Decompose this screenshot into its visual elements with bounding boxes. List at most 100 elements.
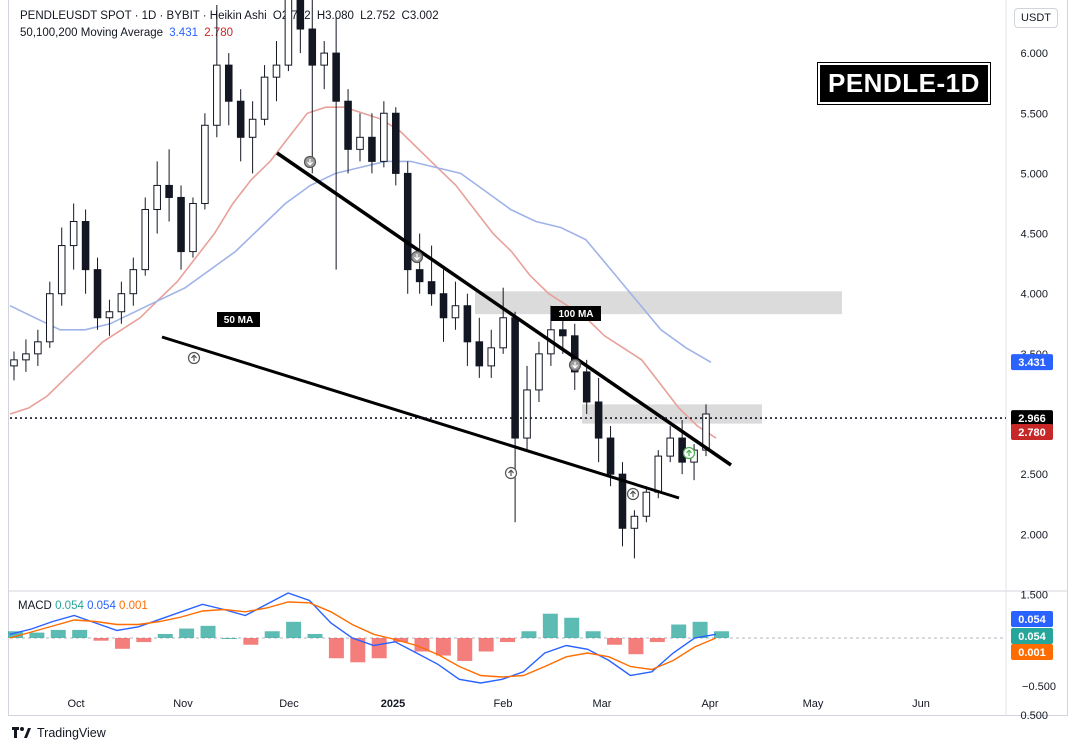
time-tick-label: Oct — [67, 698, 84, 710]
time-tick-label: Feb — [494, 698, 513, 710]
candle-body — [666, 437, 674, 457]
macd-hist-bar — [50, 629, 66, 638]
currency-button[interactable]: USDT — [1014, 8, 1058, 28]
candle-body — [224, 64, 233, 102]
macd-label-box — [1011, 644, 1053, 660]
macd-hist-bar — [692, 621, 708, 638]
macd-label: MACD — [18, 600, 52, 612]
macd-hist-bar — [542, 613, 558, 638]
symbol-info: PENDLEUSDT SPOT · 1D · BYBIT · Heikin As… — [20, 10, 267, 22]
price-label-text: 2.966 — [1018, 413, 1046, 425]
candle-body — [392, 112, 400, 174]
macd-hist-bar — [72, 629, 88, 638]
candle-body — [535, 353, 543, 391]
time-tick-label: Dec — [279, 698, 299, 710]
candle-body — [630, 515, 639, 529]
macd-hist-bar — [221, 638, 237, 639]
candle-body — [403, 172, 412, 271]
macd-hist-bar — [585, 631, 601, 638]
time-tick-label: May — [803, 698, 824, 710]
macd-hist-bar — [307, 633, 323, 638]
price-tick-label: 4.000 — [1020, 289, 1048, 301]
macd-hist-bar — [414, 638, 430, 652]
touch-marker-up-icon — [504, 466, 518, 480]
price-label-box — [1011, 354, 1053, 371]
time-tick-label: Nov — [173, 698, 193, 710]
time-tick-label: 2025 — [381, 698, 405, 710]
candle-body — [463, 305, 472, 343]
candle-body — [165, 184, 173, 198]
macd-value-2: 0.054 — [87, 600, 116, 612]
candle-body — [93, 269, 102, 319]
price-tick-label: 0.500 — [1020, 710, 1048, 722]
macd-hist-bar — [564, 617, 580, 638]
macd-label-text: 0.001 — [1018, 647, 1046, 659]
candle-body — [260, 76, 269, 120]
candle-body — [356, 136, 364, 150]
candle-body — [248, 118, 257, 138]
candle-body — [344, 100, 352, 150]
macd-hist-bar — [243, 638, 259, 645]
price-tick-label: 2.000 — [1020, 529, 1048, 541]
candle-body — [594, 401, 603, 439]
macd-hist-bar — [393, 638, 409, 643]
touch-marker-up-icon — [626, 487, 640, 501]
price-label-box — [1011, 410, 1053, 427]
candle-body — [272, 64, 281, 78]
price-label-box — [1011, 424, 1053, 440]
ma100-line — [9, 160, 712, 363]
candle-body — [308, 28, 317, 66]
candle-body — [129, 269, 138, 295]
touch-marker-down-icon — [410, 250, 424, 264]
macd-tick-label: −0.500 — [1022, 681, 1056, 693]
signal-line — [9, 601, 717, 678]
candle-body — [34, 341, 42, 355]
candle-body — [69, 221, 78, 247]
candle-body — [439, 293, 448, 319]
macd-hist-bar — [200, 625, 216, 638]
macd-hist-bar — [264, 631, 280, 638]
marker-arrow — [508, 469, 514, 476]
marker-arrow — [414, 254, 420, 261]
candle-body — [189, 202, 197, 253]
candle-body — [523, 389, 531, 439]
marker-arrow — [630, 490, 636, 497]
time-tick-label: Jun — [912, 698, 930, 710]
ma100-annotation-box — [551, 306, 601, 321]
ma50-line — [9, 106, 717, 439]
macd-hist-bar — [136, 638, 152, 643]
resistance-zone — [582, 404, 762, 424]
macd-hist-bar — [29, 632, 45, 638]
macd-hist-bar — [179, 628, 195, 638]
macd-label-text: 0.054 — [1018, 631, 1046, 643]
price-tick-label: 1.500 — [1020, 589, 1048, 601]
macd-label-box — [1011, 611, 1053, 627]
candle-body — [236, 100, 245, 138]
footer: TradingView — [12, 726, 106, 740]
candle-body — [451, 305, 460, 319]
macd-header: MACD 0.054 0.054 0.001 — [18, 600, 148, 612]
candle-body — [201, 124, 209, 204]
tradingview-logo-icon[interactable] — [12, 727, 32, 739]
touch-marker-up-icon — [682, 446, 696, 460]
macd-label-text: 0.054 — [1018, 614, 1046, 626]
macd-hist-bar — [478, 638, 494, 652]
candle-body — [654, 455, 663, 493]
price-tick-label: 2.500 — [1020, 469, 1048, 481]
price-tick-label: 4.500 — [1020, 229, 1048, 241]
marker-arrow — [307, 159, 313, 166]
time-tick-label: Mar — [593, 698, 612, 710]
candle-body — [511, 317, 519, 439]
candle-body — [57, 245, 66, 295]
touch-marker-down-icon — [568, 358, 582, 372]
macd-value-1: 0.054 — [55, 600, 84, 612]
macd-hist-bar — [371, 638, 387, 659]
macd-hist-bar — [628, 638, 644, 655]
candle-body — [177, 196, 185, 253]
candle-body — [332, 52, 340, 102]
macd-label-box — [1011, 628, 1053, 644]
ma100-annotation-text: 100 MA — [558, 309, 593, 320]
price-label-text: 2.780 — [1018, 427, 1046, 439]
ma-value-1: 3.431 — [169, 27, 198, 39]
